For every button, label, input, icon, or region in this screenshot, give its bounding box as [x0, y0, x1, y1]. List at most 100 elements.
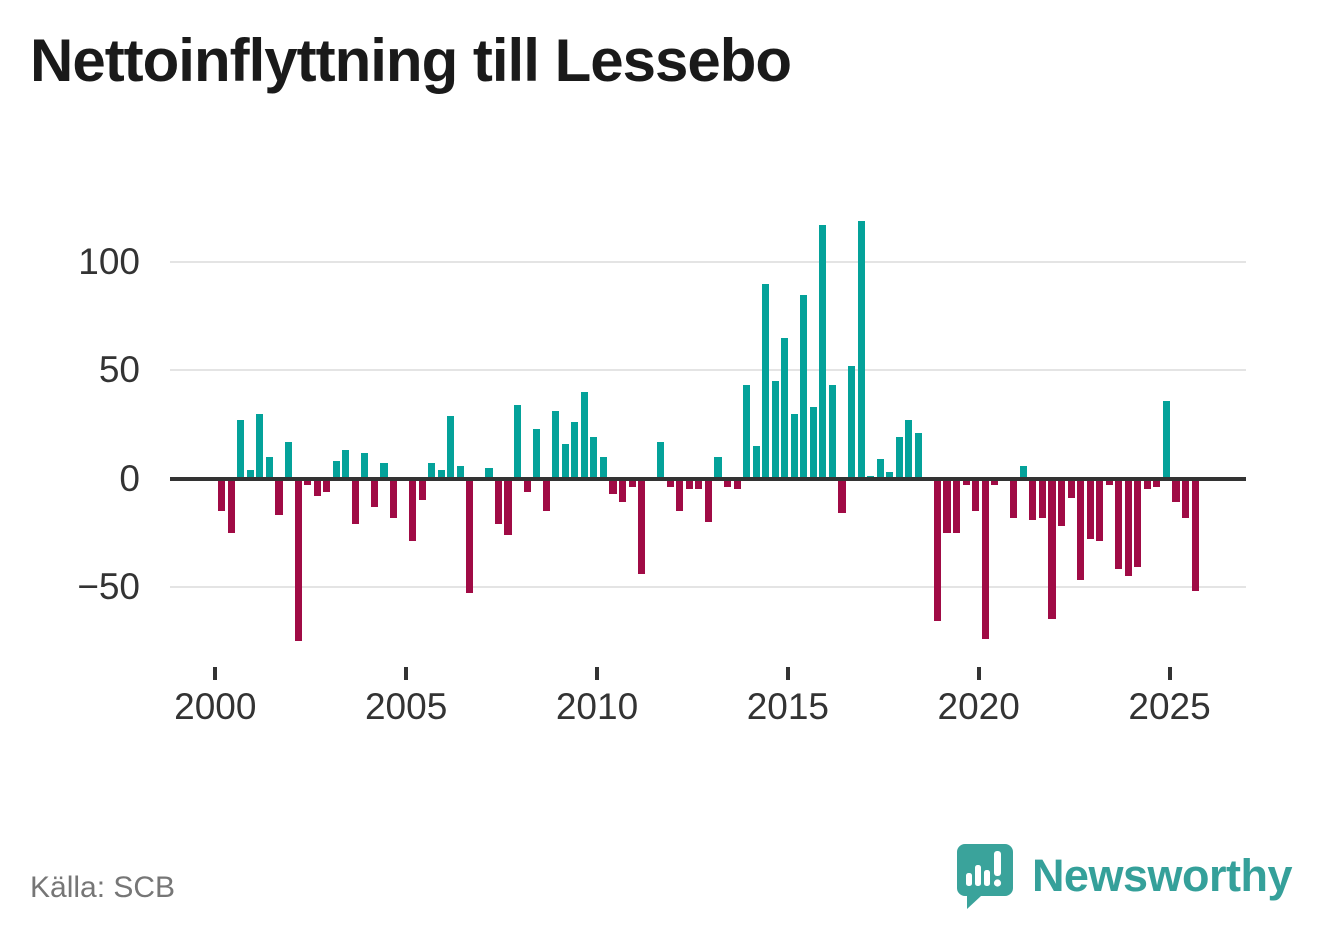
bar-negative: [466, 478, 474, 594]
bar-positive: [790, 413, 798, 479]
bar-negative: [933, 478, 942, 622]
x-axis-tick-2000: [213, 667, 218, 680]
bar-positive: [657, 441, 665, 479]
bar-positive: [533, 428, 541, 479]
bar-positive: [762, 283, 770, 479]
bar-negative: [494, 478, 503, 524]
bar-positive: [571, 422, 579, 479]
y-axis-label-100: 100: [78, 241, 140, 282]
bar-positive: [714, 456, 722, 479]
bar-positive: [819, 225, 827, 479]
bar-negative: [504, 478, 512, 535]
bar-positive: [380, 463, 388, 479]
bar-negative: [1096, 478, 1104, 542]
bar-negative: [1134, 478, 1142, 568]
bar-positive: [447, 415, 455, 479]
x-axis-tick-2010: [595, 667, 599, 680]
bar-negative: [628, 478, 636, 488]
chart-title: Nettoinflyttning till Lessebo: [30, 27, 792, 94]
bar-positive: [285, 441, 293, 479]
bar-positive: [561, 443, 569, 479]
x-axis-label-2000: 2000: [174, 686, 257, 727]
bar-positive: [1162, 400, 1171, 479]
bar-negative: [733, 478, 741, 490]
bar-negative: [542, 478, 550, 511]
bar-negative: [972, 478, 980, 511]
bar-positive: [857, 220, 865, 479]
bar-negative: [1124, 478, 1132, 576]
bar-positive: [905, 420, 913, 479]
x-axis-label-2025: 2025: [1128, 686, 1211, 727]
y-axis-label--50: −50: [77, 565, 140, 607]
x-axis-label-2015: 2015: [746, 686, 829, 727]
gridline--50: [170, 585, 1246, 588]
logo-bar-1: [965, 873, 972, 886]
bar-negative: [1191, 478, 1199, 592]
bar-positive: [599, 456, 608, 479]
bar-negative: [991, 478, 999, 485]
x-axis-label-2005: 2005: [364, 686, 448, 727]
bar-negative: [676, 478, 684, 511]
x-axis-tick-2015: [785, 667, 790, 680]
x-axis-tick-2005: [404, 667, 409, 680]
bar-positive: [895, 437, 903, 479]
bar-negative: [609, 478, 617, 494]
bar-negative: [1115, 478, 1123, 570]
x-axis-line: [170, 476, 1246, 481]
bar-negative: [838, 478, 846, 514]
x-axis-label-2020: 2020: [937, 686, 1020, 727]
bar-negative: [1057, 478, 1066, 527]
bar-positive: [580, 391, 588, 479]
bar-positive: [590, 437, 598, 479]
bar-positive: [914, 433, 922, 479]
bar-negative: [685, 478, 693, 490]
logo-exclamation-bar: [993, 851, 1001, 876]
bar-negative: [638, 478, 646, 574]
bar-negative: [313, 478, 321, 496]
bar-negative: [389, 478, 398, 518]
y-axis-label-0: 0: [119, 457, 140, 499]
newsworthy-logo-icon: [956, 844, 1013, 909]
branding-name: Newsworthy: [1031, 850, 1293, 901]
bar-negative: [227, 478, 235, 533]
bar-negative: [1182, 478, 1190, 518]
y-axis-label-50: 50: [98, 349, 140, 391]
bar-positive: [809, 407, 817, 479]
bar-positive: [342, 450, 350, 479]
bar-negative: [704, 478, 712, 522]
bar-negative: [1077, 478, 1085, 581]
bar-positive: [1019, 465, 1027, 479]
bar-negative: [418, 478, 426, 501]
gridline-50: [170, 369, 1246, 372]
bar-positive: [437, 469, 445, 479]
logo-bar-2: [974, 865, 981, 886]
bar-negative: [1048, 478, 1056, 620]
bar-positive: [886, 472, 894, 479]
bar-negative: [1067, 478, 1075, 498]
x-axis-tick-2025: [1167, 667, 1172, 680]
bar-positive: [332, 461, 340, 479]
bar-negative: [1172, 478, 1180, 503]
bar-positive: [428, 463, 436, 479]
bar-negative: [1010, 478, 1018, 518]
bar-negative: [351, 478, 359, 524]
bar-positive: [265, 456, 274, 479]
bar-negative: [1143, 478, 1151, 490]
logo-exclamation-dot: [993, 879, 1002, 887]
bar-negative: [1086, 478, 1094, 540]
logo-bar-3: [983, 870, 990, 886]
bar-positive: [771, 381, 779, 479]
bar-positive: [743, 385, 751, 479]
bar-negative: [962, 478, 970, 485]
bar-negative: [304, 478, 312, 485]
bar-positive: [237, 420, 245, 479]
bar-negative: [523, 478, 531, 492]
bar-negative: [952, 478, 961, 533]
bar-negative: [409, 478, 417, 542]
bar-positive: [514, 404, 522, 479]
x-axis-tick-2020: [976, 667, 981, 680]
bar-negative: [1105, 478, 1113, 485]
bar-negative: [1038, 478, 1046, 518]
bar-positive: [456, 465, 464, 479]
bar-negative: [723, 478, 732, 488]
